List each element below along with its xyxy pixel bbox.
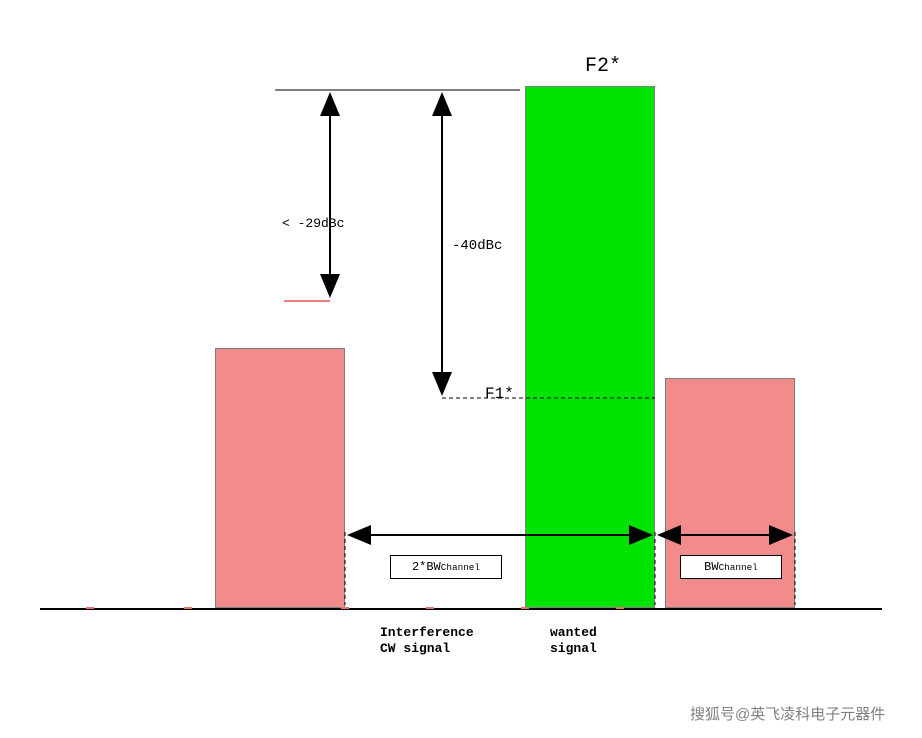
neg29-label: < -29dBc bbox=[282, 216, 344, 231]
f1-label: F1* bbox=[485, 385, 514, 403]
interference-label: Interference CW signal bbox=[380, 625, 474, 658]
axis-tick bbox=[616, 607, 624, 609]
left-interferer-bar bbox=[215, 348, 345, 608]
axis-tick bbox=[184, 607, 192, 609]
f2-label: F2* bbox=[585, 55, 621, 78]
wanted-signal-bar bbox=[525, 86, 655, 608]
double-bw-label: 2*BWChannel bbox=[390, 555, 502, 579]
wanted-signal-label: wanted signal bbox=[550, 625, 597, 658]
watermark-text: 搜狐号@英飞凌科电子元器件 bbox=[690, 703, 885, 724]
axis-tick bbox=[86, 607, 94, 609]
single-bw-label: BWChannel bbox=[680, 555, 782, 579]
axis-tick bbox=[426, 607, 434, 609]
neg40-label: -40dBc bbox=[452, 238, 502, 254]
axis-tick bbox=[341, 607, 349, 609]
diagram-canvas: F2* F1* < -29dBc -40dBc 2*BWChannel BWCh… bbox=[0, 0, 922, 738]
neg29-bottom-tick bbox=[284, 300, 330, 302]
axis-tick bbox=[521, 607, 529, 609]
x-axis bbox=[40, 608, 882, 610]
